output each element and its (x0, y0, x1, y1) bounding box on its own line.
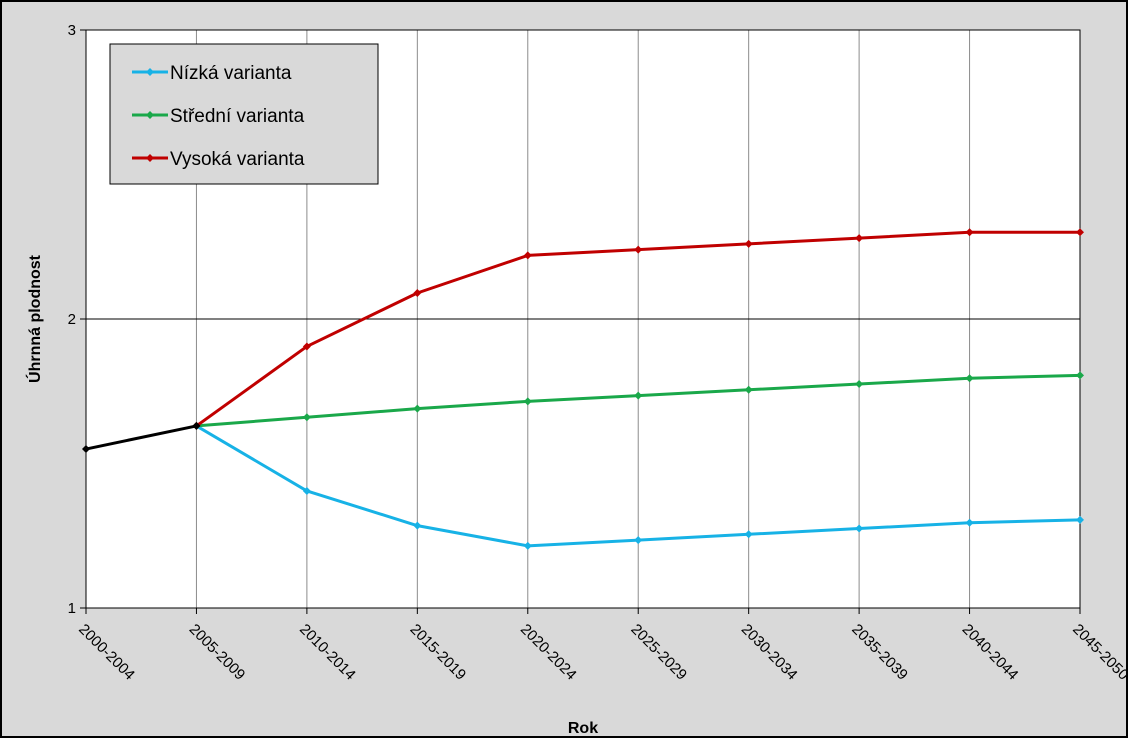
x-tick-label: 2010-2014 (296, 621, 359, 684)
x-tick-label: 2020-2024 (517, 621, 580, 684)
y-tick-label: 1 (68, 600, 76, 617)
y-axis-title: Úhrnná plodnost (25, 254, 44, 383)
x-tick-label: 2035-2039 (848, 621, 911, 684)
x-tick-label: 2040-2044 (959, 621, 1022, 684)
legend-label: Nízká varianta (170, 63, 292, 84)
y-tick-label: 3 (68, 22, 76, 39)
x-tick-label: 2000-2004 (75, 621, 138, 684)
x-tick-label: 2005-2009 (186, 621, 249, 684)
x-tick-label: 2030-2034 (738, 621, 801, 684)
legend-label: Střední varianta (170, 106, 305, 127)
x-tick-label: 2045-2050 (1069, 621, 1128, 684)
legend-label: Vysoká varianta (170, 149, 305, 170)
y-tick-label: 2 (68, 311, 76, 328)
x-tick-label: 2025-2029 (627, 621, 690, 684)
x-axis-title: Rok (568, 720, 598, 737)
legend: Nízká varianta Střední varianta Vysoká var… (110, 44, 378, 184)
x-tick-label: 2015-2019 (407, 621, 470, 684)
